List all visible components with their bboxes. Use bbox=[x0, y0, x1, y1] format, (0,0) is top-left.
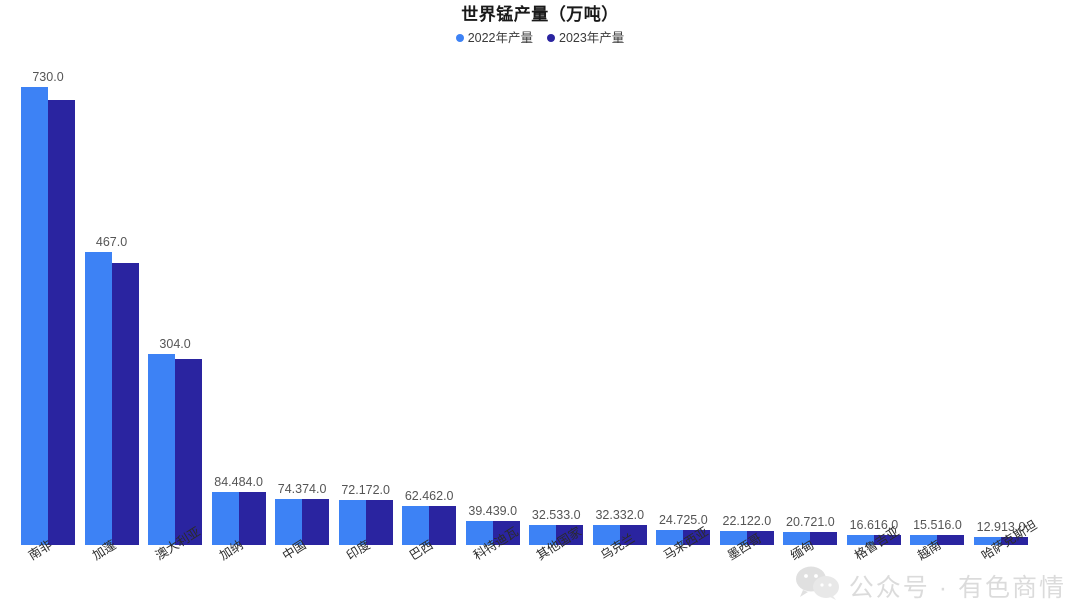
bar-group: 39.439.0 bbox=[465, 503, 520, 545]
bar-group: 15.516.0 bbox=[910, 518, 965, 545]
legend-color-swatch-2023 bbox=[547, 34, 555, 42]
bar-pair bbox=[465, 520, 520, 545]
bar-group: 20.721.0 bbox=[783, 515, 838, 545]
bar-2023[interactable] bbox=[48, 99, 75, 545]
bar-value-label: 24.725.0 bbox=[658, 512, 708, 527]
bar-2023[interactable] bbox=[619, 524, 647, 545]
bar-pair bbox=[402, 506, 457, 545]
plot-area: 730.0 467.0 304.0 84.484.0 74.374.0 72.172.0 6… bbox=[0, 56, 1080, 545]
bar-group: 730.0 bbox=[21, 70, 75, 545]
bar-value-label: 39.439.0 bbox=[468, 503, 518, 518]
bar-2023[interactable] bbox=[302, 498, 330, 545]
bar-2022[interactable] bbox=[846, 534, 874, 545]
bar-pair bbox=[84, 252, 139, 545]
bar-pair bbox=[592, 524, 647, 545]
bar-pair bbox=[529, 524, 584, 545]
bar-value-label: 730.0 bbox=[32, 70, 64, 84]
bar-group: 84.484.0 bbox=[211, 475, 266, 545]
bar-pair bbox=[148, 354, 203, 545]
bar-2023[interactable] bbox=[429, 506, 457, 545]
bar-value-label: 304.0 bbox=[159, 337, 191, 352]
bar-pair bbox=[338, 499, 393, 545]
bar-pair bbox=[846, 534, 901, 545]
bar-2022[interactable] bbox=[783, 532, 811, 545]
bar-2023[interactable] bbox=[238, 492, 266, 545]
bar-group: 16.616.0 bbox=[846, 517, 901, 545]
bar-2022[interactable] bbox=[211, 492, 239, 545]
bar-2022[interactable] bbox=[402, 506, 430, 545]
bar-value-label: 74.374.0 bbox=[277, 481, 327, 496]
bar-group: 32.332.0 bbox=[592, 507, 647, 545]
bar-group: 12.913.0 bbox=[974, 520, 1028, 545]
bar-2022[interactable] bbox=[529, 524, 557, 545]
bar-value-label: 62.462.0 bbox=[404, 489, 454, 504]
bar-pair bbox=[783, 532, 838, 545]
bar-2023[interactable] bbox=[937, 535, 965, 545]
bar-2022[interactable] bbox=[338, 499, 366, 545]
bar-2022[interactable] bbox=[719, 531, 747, 545]
bar-value-label: 12.913.0 bbox=[976, 519, 1026, 534]
legend-label-2022: 2022年产量 bbox=[467, 31, 533, 45]
bar-2023[interactable] bbox=[111, 262, 139, 545]
category-axis: 南非 加蓬 澳大利亚 加纳 中国 印度 巴西 科特迪瓦 其他国家 乌克兰 马来西亚 墨西哥 缅甸 格鲁吉亚… bbox=[0, 518, 1080, 611]
bar-2023[interactable] bbox=[683, 529, 711, 545]
bar-value-label: 16.616.0 bbox=[849, 517, 899, 532]
bar-value-label: 22.122.0 bbox=[722, 514, 772, 529]
bar-2023[interactable] bbox=[365, 499, 393, 545]
bar-group: 22.122.0 bbox=[719, 514, 774, 545]
chart-legend: 2022年产量 2023年产量 bbox=[0, 30, 1080, 46]
bar-2023[interactable] bbox=[175, 359, 203, 545]
bar-group: 74.374.0 bbox=[275, 481, 330, 545]
bar-value-label: 72.172.0 bbox=[341, 482, 390, 497]
bar-group: 467.0 bbox=[84, 235, 139, 545]
bar-group: 24.725.0 bbox=[656, 512, 711, 545]
bar-value-label: 84.484.0 bbox=[214, 475, 263, 490]
bar-pair bbox=[719, 531, 774, 545]
bar-2022[interactable] bbox=[84, 252, 112, 545]
bar-2023[interactable] bbox=[746, 531, 774, 545]
legend-item-2023[interactable]: 2023年产量 bbox=[547, 30, 624, 46]
bar-2022[interactable] bbox=[21, 87, 48, 545]
bar-value-label: 32.533.0 bbox=[531, 507, 581, 522]
bar-pair bbox=[910, 535, 965, 545]
bar-group: 304.0 bbox=[148, 337, 203, 545]
legend-item-2022[interactable]: 2022年产量 bbox=[455, 30, 533, 46]
bar-2023[interactable] bbox=[492, 520, 520, 545]
bar-pair bbox=[21, 87, 75, 545]
bar-2023[interactable] bbox=[873, 534, 901, 545]
bar-pair bbox=[211, 492, 266, 545]
bar-pair bbox=[974, 536, 1028, 545]
bar-group: 62.462.0 bbox=[402, 489, 457, 545]
bar-2022[interactable] bbox=[656, 529, 684, 545]
bar-2022[interactable] bbox=[275, 498, 303, 545]
bar-group: 32.533.0 bbox=[529, 507, 584, 545]
legend-color-swatch-2022 bbox=[455, 34, 464, 42]
bar-2023[interactable] bbox=[556, 524, 584, 545]
legend-label-2023: 2023年产量 bbox=[559, 31, 625, 45]
bar-2022[interactable] bbox=[974, 536, 1001, 545]
bar-value-label: 15.516.0 bbox=[913, 518, 962, 533]
bar-value-label: 20.721.0 bbox=[786, 515, 835, 530]
bar-2022[interactable] bbox=[465, 520, 493, 545]
bar-2023[interactable] bbox=[1001, 536, 1028, 545]
bar-pair bbox=[275, 498, 330, 545]
bar-2022[interactable] bbox=[148, 354, 176, 545]
bar-value-label: 32.332.0 bbox=[595, 507, 645, 522]
bar-2023[interactable] bbox=[810, 532, 838, 545]
bar-group: 72.172.0 bbox=[338, 482, 393, 545]
bar-2022[interactable] bbox=[592, 524, 620, 545]
bar-pair bbox=[656, 529, 711, 545]
chart-title: 世界锰产量（万吨） bbox=[461, 5, 619, 24]
bar-value-label: 467.0 bbox=[95, 235, 128, 250]
bar-2022[interactable] bbox=[910, 535, 938, 545]
